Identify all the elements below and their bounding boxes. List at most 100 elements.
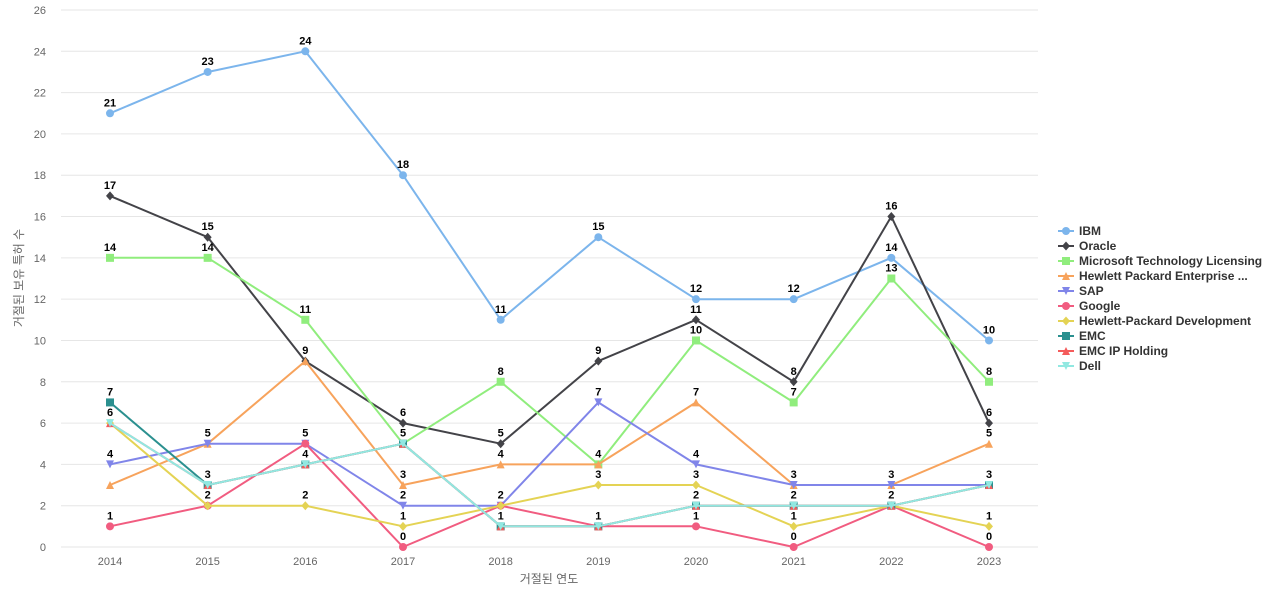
data-point[interactable] <box>594 398 603 407</box>
data-point[interactable] <box>496 439 505 449</box>
data-point[interactable] <box>106 398 114 407</box>
data-label: 12 <box>690 283 702 295</box>
data-point[interactable] <box>203 439 212 448</box>
data-point[interactable] <box>692 398 700 407</box>
data-point[interactable] <box>789 398 798 407</box>
x-tick-label: 2020 <box>684 556 708 568</box>
legend-item[interactable]: Hewlett-Packard Development <box>1058 314 1251 328</box>
data-point[interactable] <box>203 253 212 262</box>
legend-label: Hewlett Packard Enterprise ... <box>1079 269 1248 283</box>
data-point[interactable] <box>985 336 993 345</box>
data-point[interactable] <box>496 460 505 469</box>
legend-marker <box>1062 227 1070 235</box>
data-point[interactable] <box>301 357 310 366</box>
data-point[interactable] <box>399 501 407 510</box>
data-point[interactable] <box>399 418 407 428</box>
legend-label: IBM <box>1079 224 1101 238</box>
data-point[interactable] <box>789 295 798 304</box>
data-point[interactable] <box>496 377 505 386</box>
y-tick-label: 0 <box>40 542 46 554</box>
data-point[interactable] <box>496 315 505 324</box>
data-label: 10 <box>690 324 702 336</box>
data-point[interactable] <box>203 232 212 242</box>
series-1 <box>106 191 993 449</box>
data-point[interactable] <box>301 501 310 511</box>
data-label: 10 <box>983 324 995 336</box>
data-point[interactable] <box>496 522 505 531</box>
data-point[interactable] <box>399 171 407 180</box>
data-point[interactable] <box>399 481 407 490</box>
y-tick-label: 16 <box>34 212 46 224</box>
data-point[interactable] <box>106 109 114 118</box>
legend-item[interactable]: Google <box>1058 299 1121 313</box>
data-label: 3 <box>400 469 406 481</box>
data-point[interactable] <box>203 501 212 511</box>
data-point[interactable] <box>399 543 407 551</box>
data-label: 2 <box>498 490 504 502</box>
data-point[interactable] <box>985 439 993 448</box>
data-point[interactable] <box>692 480 700 490</box>
data-point[interactable] <box>594 480 603 490</box>
data-point[interactable] <box>106 481 114 490</box>
data-point[interactable] <box>692 295 700 304</box>
legend-item[interactable]: Oracle <box>1058 239 1117 253</box>
x-tick-label: 2016 <box>293 556 317 568</box>
data-point[interactable] <box>887 212 896 222</box>
legend-label: EMC IP Holding <box>1079 344 1168 358</box>
data-point[interactable] <box>106 522 114 531</box>
data-point[interactable] <box>594 356 603 366</box>
data-point[interactable] <box>203 67 212 76</box>
series-9 <box>106 419 993 531</box>
data-point[interactable] <box>399 521 407 531</box>
legend-marker <box>1062 287 1070 295</box>
data-point[interactable] <box>301 47 310 56</box>
data-label: 1 <box>791 510 797 522</box>
data-point[interactable] <box>594 233 603 242</box>
data-point[interactable] <box>789 377 798 387</box>
data-point[interactable] <box>985 543 993 551</box>
data-point[interactable] <box>692 460 700 469</box>
data-point[interactable] <box>887 481 896 490</box>
data-label: 0 <box>791 531 797 543</box>
legend-item[interactable]: EMC IP Holding <box>1058 344 1168 358</box>
data-point[interactable] <box>301 460 310 469</box>
data-point[interactable] <box>789 543 798 551</box>
legend-item[interactable]: IBM <box>1058 224 1101 238</box>
data-point[interactable] <box>692 522 700 531</box>
data-point[interactable] <box>594 522 603 531</box>
legend-item[interactable]: Microsoft Technology Licensing <box>1058 254 1262 268</box>
data-point[interactable] <box>789 481 798 490</box>
legend-item[interactable]: EMC <box>1058 329 1106 343</box>
data-point[interactable] <box>496 501 505 511</box>
data-point[interactable] <box>594 460 603 469</box>
data-point[interactable] <box>789 501 798 510</box>
data-label: 7 <box>693 386 699 398</box>
legend-item[interactable]: SAP <box>1058 284 1104 298</box>
data-label: 21 <box>104 97 116 109</box>
data-point[interactable] <box>887 274 896 283</box>
data-point[interactable] <box>887 253 896 262</box>
data-point[interactable] <box>106 419 114 428</box>
legend-item[interactable]: Dell <box>1058 359 1101 373</box>
data-point[interactable] <box>692 315 700 325</box>
data-label: 14 <box>104 242 117 254</box>
data-point[interactable] <box>887 501 896 510</box>
data-point[interactable] <box>985 377 993 386</box>
data-point[interactable] <box>301 315 310 324</box>
data-label: 11 <box>495 304 507 316</box>
data-point[interactable] <box>106 253 114 262</box>
data-point[interactable] <box>692 501 700 510</box>
data-point[interactable] <box>789 521 798 531</box>
data-point[interactable] <box>399 439 407 448</box>
data-point[interactable] <box>985 481 993 490</box>
data-point[interactable] <box>106 460 114 469</box>
data-point[interactable] <box>301 439 310 448</box>
data-point[interactable] <box>106 191 114 201</box>
legend-item[interactable]: Hewlett Packard Enterprise ... <box>1058 269 1248 283</box>
data-point[interactable] <box>203 481 212 490</box>
data-point[interactable] <box>985 521 993 531</box>
data-label: 2 <box>205 490 211 502</box>
data-point[interactable] <box>692 336 700 345</box>
data-point[interactable] <box>985 418 993 428</box>
